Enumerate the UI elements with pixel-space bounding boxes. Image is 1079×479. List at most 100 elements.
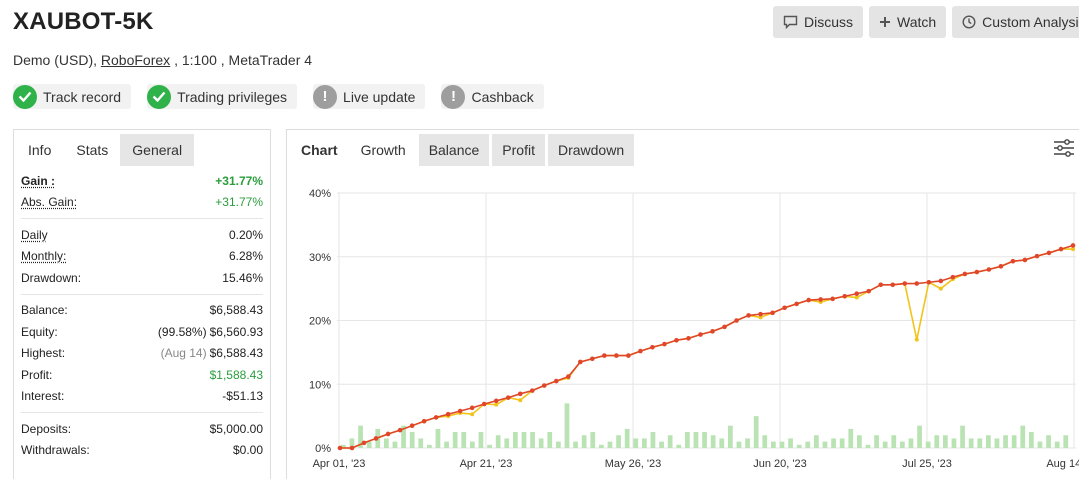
checkmark-icon	[13, 84, 37, 109]
daily-bar	[470, 441, 475, 448]
daily-bar	[366, 441, 372, 448]
discuss-button[interactable]: Discuss	[773, 6, 864, 38]
daily-bar	[349, 438, 355, 448]
divider	[21, 412, 263, 413]
tab-profit[interactable]: Profit	[492, 134, 545, 166]
daily-bar	[745, 438, 750, 448]
stat-label[interactable]: Gain :	[21, 173, 56, 188]
speech-bubble-icon	[783, 15, 798, 29]
watch-button[interactable]: Watch	[869, 6, 947, 38]
growth-point	[914, 281, 920, 286]
daily-bar	[865, 444, 871, 448]
badge-label: Live update	[343, 88, 416, 105]
daily-bar	[392, 441, 398, 448]
daily-bar	[685, 432, 690, 448]
badge-trading-privileges[interactable]: Trading privileges	[147, 84, 298, 109]
daily-bar	[1011, 435, 1017, 448]
stat-value: $6,588.43	[209, 303, 263, 318]
growth-point	[1034, 253, 1040, 259]
growth-point	[1070, 243, 1076, 248]
custom-analysis-label: Custom Analysis	[982, 14, 1079, 30]
tab-chart[interactable]: Chart	[301, 142, 338, 158]
tab-info[interactable]: Info	[28, 142, 52, 158]
tab-stats[interactable]: Stats	[76, 142, 109, 158]
growth-point	[553, 378, 559, 384]
growth-point	[926, 279, 932, 285]
daily-bar	[900, 441, 905, 448]
tab-general[interactable]: General	[120, 134, 195, 166]
daily-bar	[917, 425, 922, 448]
daily-bar	[435, 428, 441, 448]
top-actions: Discuss Watch Custom Analysis	[773, 6, 1079, 38]
daily-bar	[676, 444, 682, 448]
stat-value: 0.20%	[228, 227, 263, 242]
growth-point	[806, 297, 811, 303]
daily-bar	[495, 435, 501, 448]
account-subtitle: Demo (USD), RoboForex , 1:100 , MetaTrad…	[13, 52, 312, 68]
chart-settings-icon[interactable]	[1053, 138, 1075, 163]
y-tick-label: 0%	[315, 443, 331, 455]
daily-bar	[573, 441, 578, 448]
custom-analysis-button[interactable]: Custom Analysis	[952, 6, 1079, 38]
equity-point	[758, 315, 763, 320]
daily-bar	[384, 438, 389, 448]
growth-point	[986, 267, 992, 272]
growth-point	[878, 282, 884, 288]
growth-point	[614, 353, 619, 358]
stat-label: Deposits:	[21, 421, 72, 436]
daily-bar	[564, 403, 570, 448]
daily-bar	[1046, 435, 1051, 448]
growth-point	[770, 310, 775, 316]
daily-bar	[814, 435, 819, 448]
daily-bar	[831, 438, 836, 448]
daily-bar	[822, 441, 828, 448]
growth-chart[interactable]: 0% 10% 20% 30% 40% Apr 01, '23 Apr 21, '23 May …	[287, 168, 1079, 479]
daily-bar	[341, 444, 346, 448]
daily-bar	[736, 441, 742, 448]
badge-track-record[interactable]: Track record	[13, 84, 132, 109]
daily-bar	[753, 416, 759, 448]
daily-bar	[530, 432, 535, 448]
broker-link[interactable]: RoboForex	[100, 52, 171, 68]
stat-daily: Daily 0.20%	[21, 224, 263, 246]
daily-bar	[650, 432, 656, 448]
badge-cashback[interactable]: ! Cashback	[441, 84, 544, 109]
daily-bar	[513, 432, 518, 448]
daily-bar	[839, 438, 845, 448]
stat-equity: Equity: (99.58%) $6,560.93	[21, 321, 263, 343]
divider	[21, 218, 263, 219]
stat-label[interactable]: Monthly:	[21, 249, 67, 264]
stat-label[interactable]: Abs. Gain:	[21, 195, 78, 210]
stats-tabs: Info Stats General	[14, 130, 270, 166]
daily-bar	[986, 435, 991, 448]
growth-point	[866, 288, 872, 294]
daily-bar	[581, 435, 587, 448]
badge-live-update[interactable]: ! Live update	[313, 84, 426, 109]
stat-value: 15.46%	[222, 270, 263, 285]
growth-point	[1046, 250, 1052, 256]
growth-point	[890, 282, 896, 288]
x-tick-label: Jul 25, '23	[902, 458, 952, 470]
daily-bar	[633, 438, 639, 448]
tab-growth[interactable]: Growth	[360, 142, 406, 158]
growth-point	[734, 318, 739, 323]
daily-bar	[358, 425, 363, 448]
growth-point	[445, 411, 451, 417]
growth-point	[782, 305, 787, 311]
growth-point	[938, 278, 944, 284]
tab-balance[interactable]: Balance	[418, 134, 490, 166]
tab-drawdown[interactable]: Drawdown	[547, 134, 635, 166]
daily-bar	[444, 441, 449, 448]
growth-point	[541, 383, 547, 388]
daily-bar	[461, 432, 467, 448]
y-tick-label: 40%	[309, 188, 331, 200]
daily-bar	[693, 432, 699, 448]
stat-label[interactable]: Daily	[21, 227, 48, 242]
daily-bar	[771, 441, 776, 448]
growth-point	[902, 281, 908, 286]
growth-point	[830, 296, 835, 302]
divider	[21, 293, 263, 295]
growth-point	[385, 431, 391, 437]
growth-point	[361, 440, 367, 446]
stat-label: Profit:	[21, 367, 53, 382]
